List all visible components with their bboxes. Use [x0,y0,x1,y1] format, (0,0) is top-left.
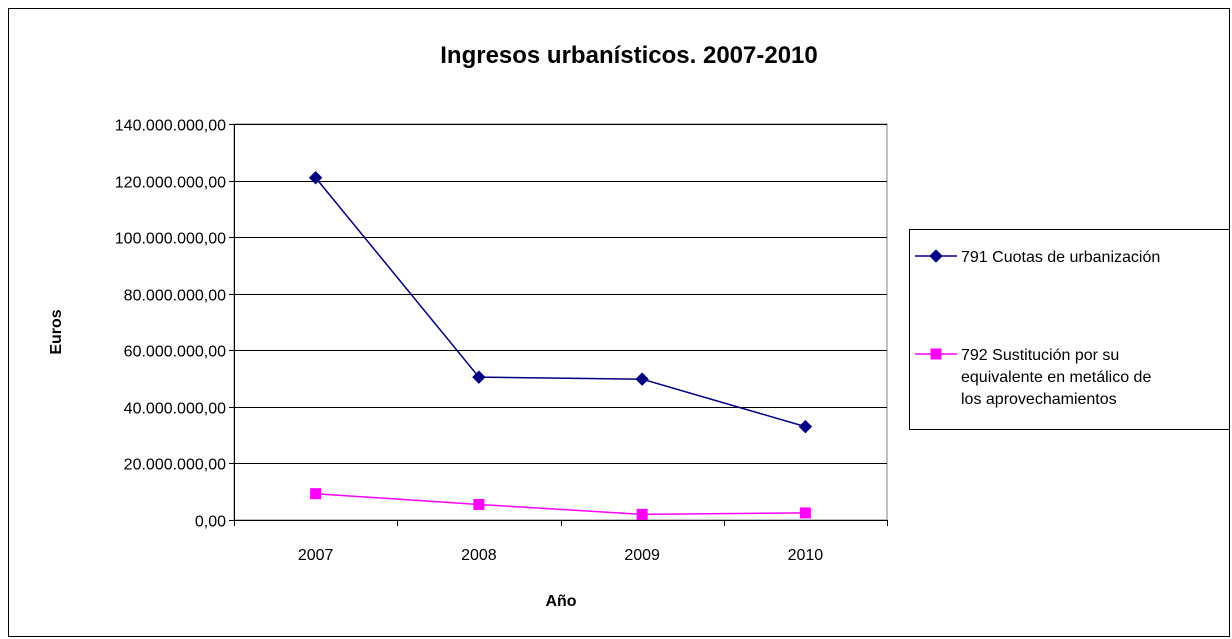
data-point-series-2 [799,507,811,519]
y-tick-label: 100.000.000,00 [115,231,226,248]
y-tick-label: 60.000.000,00 [124,344,226,361]
y-tick-label: 20.000.000,00 [124,457,226,474]
y-axis-label: Euros [48,309,65,354]
legend-swatch-marker [929,249,943,263]
line-chart: Ingresos urbanísticos. 2007-2010 Año Eur… [48,42,1229,610]
data-point-series-1 [798,419,813,434]
y-tick-label: 120.000.000,00 [115,175,226,192]
data-point-series-1 [472,370,486,384]
plot-area [233,123,888,521]
data-point-series-1 [308,171,323,185]
y-tick-label: 80.000.000,00 [124,288,226,305]
x-tick-label: 2007 [298,547,334,564]
legend-swatch-marker [930,348,942,360]
legend-label: equivalente en metálico de [961,369,1151,386]
data-point-series-1 [635,372,649,386]
chart-frame: Ingresos urbanísticos. 2007-2010 Año Eur… [8,8,1230,637]
legend-label: 791 Cuotas de urbanización [961,249,1160,266]
legend-label: 792 Sustitución por su [961,347,1119,364]
y-tick-label: 40.000.000,00 [124,401,226,418]
series-line-2 [315,492,806,516]
data-point-series-2 [310,488,322,500]
legend-label: los aprovechamientos [961,391,1117,408]
x-tick-label: 2008 [461,547,497,564]
x-tick-label: 2010 [788,547,824,564]
legend-box [909,229,1229,430]
data-point-series-2 [636,508,648,520]
x-axis-label: Año [545,593,576,610]
x-tick-label: 2009 [624,547,660,564]
series-line-1 [315,177,806,428]
chart-title: Ingresos urbanísticos. 2007-2010 [440,42,818,69]
y-tick-label: 140.000.000,00 [115,118,226,135]
data-point-series-2 [473,498,485,510]
y-tick-label: 0,00 [195,514,226,531]
